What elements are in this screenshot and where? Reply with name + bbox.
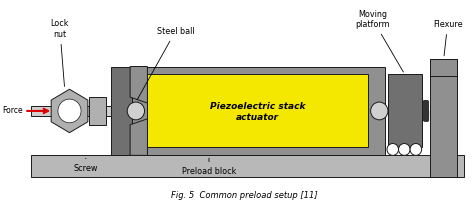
Text: Preload block: Preload block: [182, 158, 236, 176]
Polygon shape: [130, 66, 147, 103]
Text: Screw: Screw: [73, 158, 98, 173]
Bar: [147, 74, 368, 147]
Text: Moving
platform: Moving platform: [355, 10, 403, 72]
Circle shape: [399, 144, 410, 155]
Text: Force: Force: [3, 106, 23, 115]
Bar: [430, 59, 457, 76]
Polygon shape: [51, 89, 88, 133]
Circle shape: [127, 102, 145, 120]
Circle shape: [410, 144, 421, 155]
Circle shape: [371, 102, 388, 120]
Bar: [31, 106, 111, 116]
Text: Piezoelectric stack: Piezoelectric stack: [210, 102, 305, 111]
Text: actuator: actuator: [236, 113, 279, 122]
Bar: [89, 97, 106, 125]
Text: Flexure: Flexure: [433, 20, 463, 56]
Text: Steel ball: Steel ball: [137, 27, 194, 100]
Polygon shape: [130, 119, 147, 155]
Bar: [430, 59, 457, 177]
Bar: [130, 66, 385, 155]
Circle shape: [58, 99, 81, 123]
Text: Fig. 5  Common preload setup [11]: Fig. 5 Common preload setup [11]: [171, 191, 318, 200]
Bar: [31, 155, 464, 177]
Bar: [388, 74, 421, 147]
Text: Lock
nut: Lock nut: [51, 20, 69, 86]
Bar: [111, 66, 132, 155]
Circle shape: [387, 144, 399, 155]
